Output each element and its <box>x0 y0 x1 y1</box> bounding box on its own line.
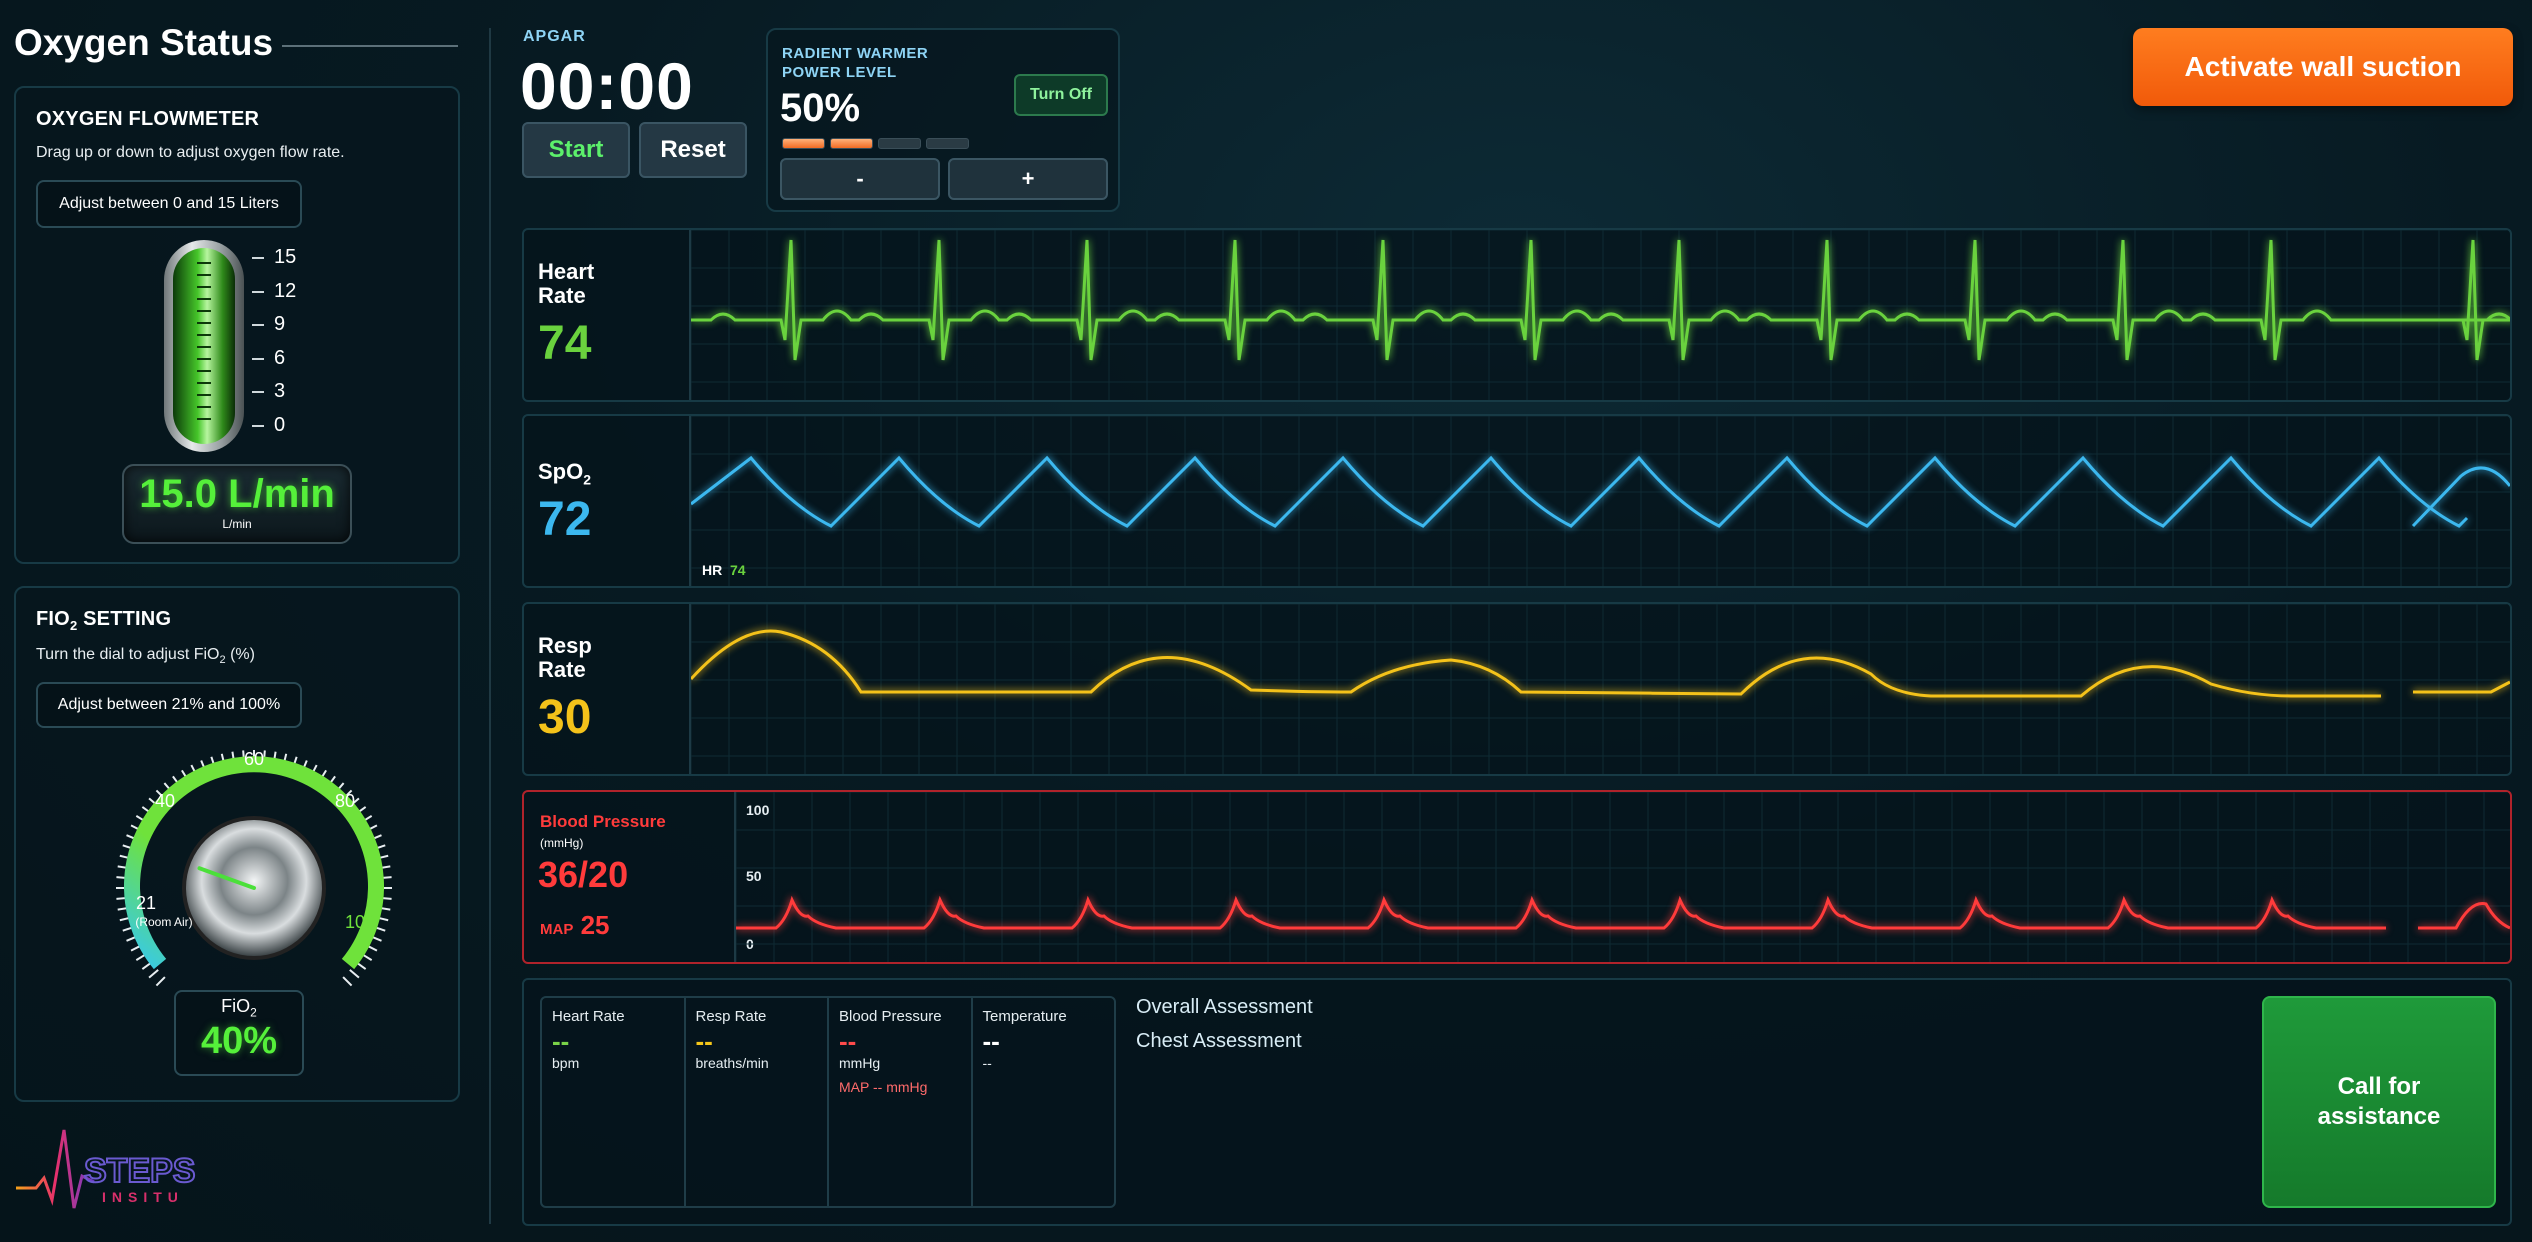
rr-label: Resp Rate <box>538 633 592 682</box>
dial-tick <box>155 976 166 987</box>
fio2-readout-label: FiO2 <box>221 996 257 1020</box>
warmer-label: RADIENT WARMER POWER LEVEL <box>782 45 929 81</box>
apgar-label: APGAR <box>523 28 586 45</box>
apgar-timer: 00:00 <box>520 49 694 123</box>
spo2-waveform <box>691 416 2510 586</box>
spo2-monitor: SpO2 72 HR 74 <box>522 414 2512 588</box>
fio2-dial[interactable]: 60 40 80 21 (Room Air) 100 <box>104 738 404 1038</box>
assessment-panel: Heart Rate -- bpm Resp Rate -- breaths/m… <box>522 978 2512 1226</box>
dial-label-21: 21 <box>136 893 156 913</box>
hr-waveform <box>691 230 2510 400</box>
title-divider <box>282 45 458 47</box>
warmer-power-bars <box>782 138 969 149</box>
flow-scale-label: 12 <box>274 280 297 302</box>
bp-axis-100: 100 <box>746 802 770 818</box>
dial-label-100: 100 <box>345 912 375 932</box>
page-title: Oxygen Status <box>14 22 274 63</box>
flow-scale-label: 3 <box>274 380 286 402</box>
blood-pressure-monitor: Blood Pressure (mmHg) 36/20 MAP 25 100 5… <box>522 790 2512 964</box>
apgar-start-button[interactable]: Start <box>522 122 630 178</box>
call-for-assistance-button[interactable]: Call for assistance <box>2262 996 2496 1208</box>
dial-label-80: 80 <box>335 791 355 811</box>
flow-rate-unit: L/min <box>222 517 252 531</box>
fio2-range-hint: Adjust between 21% and 100% <box>36 682 302 728</box>
rr-waveform <box>691 604 2510 774</box>
dial-label-room-air: (Room Air) <box>135 915 192 929</box>
bp-axis-50: 50 <box>746 868 762 884</box>
vitals-summary-table: Heart Rate -- bpm Resp Rate -- breaths/m… <box>540 996 1116 1208</box>
dial-tick <box>349 969 360 979</box>
flow-scale-label: 15 <box>274 246 297 268</box>
bp-waveform <box>736 792 2510 962</box>
vitals-col-temperature: Temperature -- -- <box>982 1008 1067 1071</box>
warmer-power-bar <box>830 138 873 149</box>
warmer-decrease-button[interactable]: - <box>780 158 940 200</box>
oxygen-status-panel: Oxygen Status OXYGEN FLOWMETER Drag up o… <box>0 0 480 1242</box>
bp-value: 36/20 <box>538 854 629 895</box>
fio2-setting-card: FIO2 SETTING Turn the dial to adjust FiO… <box>14 586 460 1102</box>
flow-rate-value: 15.0 L/min <box>139 472 335 516</box>
hr-label: Heart Rate <box>538 259 595 308</box>
dial-needle <box>197 866 256 890</box>
warmer-power-bar <box>878 138 921 149</box>
flow-scale-label: 9 <box>274 313 286 335</box>
spo2-value: 72 <box>538 493 592 546</box>
logo-text: STEPS <box>84 1152 195 1190</box>
bp-unit: (mmHg) <box>540 836 584 850</box>
hr-value: 74 <box>538 317 592 370</box>
fio2-value: 40% <box>200 1019 278 1062</box>
warmer-power-bar <box>926 138 969 149</box>
radiant-warmer-panel: RADIENT WARMER POWER LEVEL 50% Turn Off … <box>766 28 1120 212</box>
dial-label-60: 60 <box>244 749 264 769</box>
flow-scale-label: 0 <box>274 414 286 436</box>
resp-rate-monitor: Resp Rate 30 <box>522 602 2512 776</box>
apgar-reset-button[interactable]: Reset <box>639 122 747 178</box>
fio2-title: FIO2 SETTING <box>36 608 172 633</box>
vitals-col-resp-rate: Resp Rate -- breaths/min <box>686 998 829 1206</box>
spo2-label: SpO2 <box>538 459 592 488</box>
bp-map: MAP 25 <box>540 910 610 940</box>
vitals-col-blood-pressure: Blood Pressure -- mmHg MAP -- mmHg <box>829 998 973 1206</box>
flow-rate-readout: 15.0 L/min L/min <box>122 464 352 544</box>
flowmeter-description: Drag up or down to adjust oxygen flow ra… <box>36 144 345 161</box>
overall-assessment-link[interactable]: Overall Assessment <box>1136 996 1313 1018</box>
dial-arc <box>124 756 384 970</box>
warmer-turn-off-button[interactable]: Turn Off <box>1014 74 1108 116</box>
steps-insitu-logo: STEPS INSITU <box>16 1129 196 1209</box>
flowmeter-scale: 15 12 9 6 3 0 <box>252 246 332 442</box>
warmer-power-value: 50% <box>780 86 861 130</box>
fio2-readout: FiO2 40% <box>174 990 304 1076</box>
chest-assessment-link[interactable]: Chest Assessment <box>1136 1030 1302 1052</box>
warmer-increase-button[interactable]: + <box>948 158 1108 200</box>
logo-subtext: INSITU <box>102 1189 184 1205</box>
panel-divider <box>489 28 491 1224</box>
flowmeter-float-column[interactable] <box>173 248 235 444</box>
dial-label-40: 40 <box>155 791 175 811</box>
flow-scale-label: 6 <box>274 347 286 369</box>
heart-rate-monitor: Heart Rate 74 <box>522 228 2512 402</box>
flowmeter-title: OXYGEN FLOWMETER <box>36 108 260 130</box>
activate-wall-suction-button[interactable]: Activate wall suction <box>2133 28 2513 106</box>
flowmeter-range-hint: Adjust between 0 and 15 Liters <box>36 180 302 228</box>
rr-value: 30 <box>538 691 592 744</box>
bp-label: Blood Pressure <box>540 812 666 831</box>
oxygen-flowmeter-card: OXYGEN FLOWMETER Drag up or down to adju… <box>14 86 460 564</box>
fio2-description: Turn the dial to adjust FiO2 (%) <box>36 646 255 667</box>
vitals-col-heart-rate: Heart Rate -- bpm <box>542 998 686 1206</box>
dial-tick <box>342 976 353 987</box>
warmer-power-bar <box>782 138 825 149</box>
dial-tick <box>148 969 159 979</box>
spo2-hr-tag: HR 74 <box>702 562 746 578</box>
